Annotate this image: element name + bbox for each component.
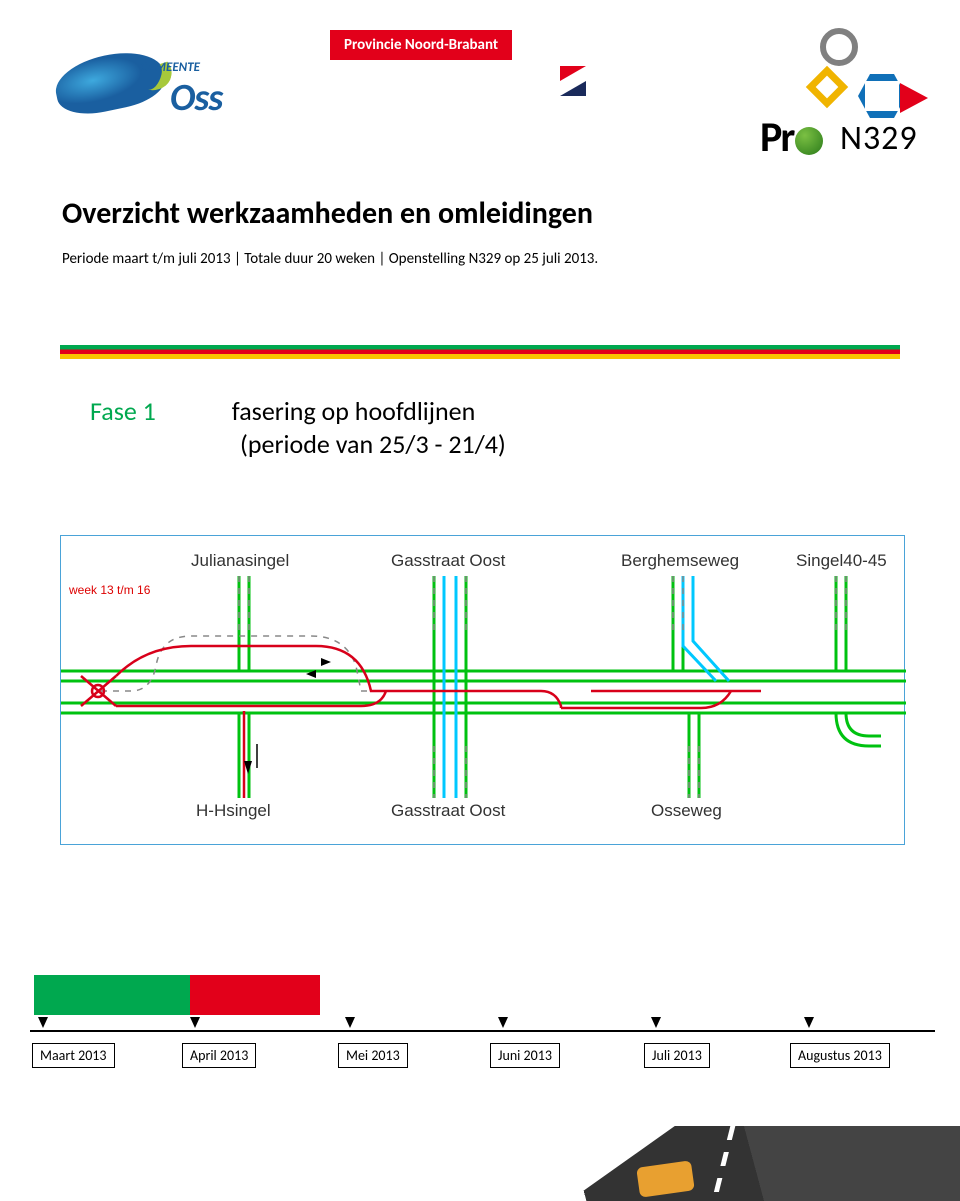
timeline-segment-fase2 (190, 975, 320, 1015)
timeline-segment-fase1 (34, 975, 190, 1015)
footer-road-graphic (500, 1126, 960, 1201)
page-subtitle: Periode maart t/m juli 2013 | Totale duu… (62, 250, 598, 268)
logo-pro-n329: Pr N329 (760, 28, 920, 158)
direction-arrows (244, 658, 331, 774)
oss-gemeente-label: GEMEENTE (140, 60, 200, 75)
month-juli: Juli 2013 (644, 1043, 710, 1068)
oss-swoosh-icon (50, 44, 169, 121)
triangle-icon (900, 83, 928, 113)
page-title: Overzicht werkzaamheden en omleidingen (62, 195, 593, 232)
road-phasing-diagram: week 13 t/m 16 Julianasingel Gasstraat O… (60, 535, 905, 845)
street-gasstraat-oost-bottom: Gasstraat Oost (391, 801, 506, 820)
street-berghemseweg-top: Berghemseweg (621, 551, 739, 570)
street-singel4045-top: Singel40-45 (796, 551, 887, 570)
dashed-old-road (101, 576, 846, 798)
cross-streets-green (239, 576, 881, 798)
noord-brabant-flag-icon (560, 66, 586, 96)
noord-brabant-banner: Provincie Noord-Brabant (330, 30, 512, 60)
globe-dot-icon (795, 127, 823, 155)
month-maart: Maart 2013 (32, 1043, 115, 1068)
phase-text: fasering op hoofdlijnen (232, 395, 475, 427)
street-hhsingel-bottom: H-Hsingel (196, 801, 271, 820)
timeline-axis (30, 1030, 935, 1032)
month-mei: Mei 2013 (338, 1043, 408, 1068)
oss-name-label: Oss (170, 75, 222, 121)
week-label: week 13 t/m 16 (68, 583, 151, 597)
n329-label: N329 (840, 118, 918, 159)
diamond-icon (806, 66, 848, 108)
phase-label: Fase 1 (90, 395, 156, 427)
phase-period: (periode van 25/3 - 21/4) (240, 428, 506, 460)
phase-line: Fase 1 fasering op hoofdlijnen (90, 395, 475, 427)
cyan-lines (444, 576, 729, 798)
street-gasstraat-oost-top: Gasstraat Oost (391, 551, 506, 570)
timeline: Maart 2013 April 2013 Mei 2013 Juni 2013… (60, 975, 905, 1075)
rainbow-divider (60, 345, 900, 359)
header: GEMEENTE Oss Provincie Noord-Brabant Pr … (0, 20, 960, 160)
street-julianasingel-top: Julianasingel (191, 551, 289, 570)
circle-icon (820, 28, 858, 66)
month-augustus: Augustus 2013 (790, 1043, 890, 1068)
pro-label: Pr (760, 112, 825, 163)
month-april: April 2013 (182, 1043, 256, 1068)
month-juni: Juni 2013 (490, 1043, 560, 1068)
red-new-alignment (81, 646, 761, 798)
street-osseweg-bottom: Osseweg (651, 801, 722, 820)
